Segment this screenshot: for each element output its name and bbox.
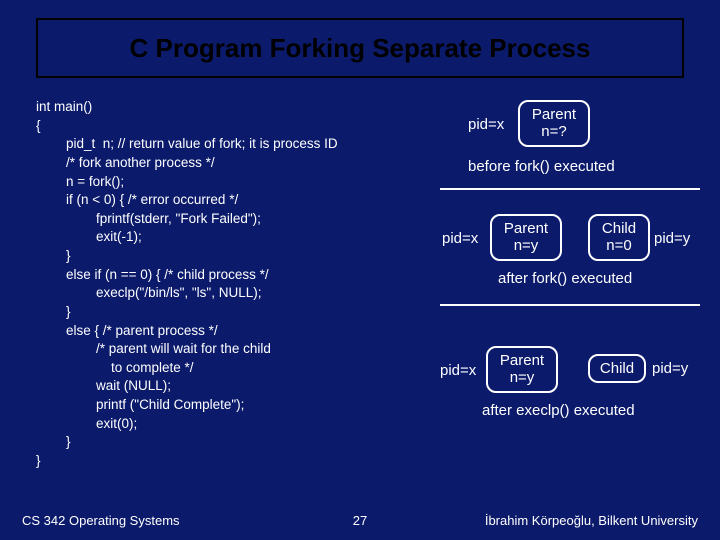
stage1-caption: before fork() executed xyxy=(468,158,615,175)
stage1-box-line1: Parent xyxy=(528,106,580,123)
slide-title: C Program Forking Separate Process xyxy=(130,33,591,64)
stage3-pidy: pid=y xyxy=(652,360,688,377)
stage2-child-box: Child n=0 xyxy=(588,214,650,261)
page-number: 27 xyxy=(353,513,367,528)
code-listing: int main() { pid_t n; // return value of… xyxy=(36,98,436,471)
stage1-parent-box: Parent n=? xyxy=(518,100,590,147)
stage1-pid-label: pid=x xyxy=(468,116,504,133)
fork-diagram: pid=x Parent n=? before fork() executed … xyxy=(440,100,710,500)
stage2-parent-line1: Parent xyxy=(500,220,552,237)
stage3-parent-box: Parent n=y xyxy=(486,346,558,393)
stage2-child-line2: n=0 xyxy=(598,237,640,254)
stage3-parent-line2: n=y xyxy=(496,369,548,386)
stage2-parent-line2: n=y xyxy=(500,237,552,254)
stage3-caption: after execlp() executed xyxy=(482,402,635,419)
footer-course: CS 342 Operating Systems xyxy=(22,513,180,528)
stage3-child-label: Child xyxy=(596,360,638,377)
stage3-child-box: Child xyxy=(588,354,646,383)
stage2-caption: after fork() executed xyxy=(498,270,632,287)
stage2-pidx: pid=x xyxy=(442,230,478,247)
separator-2 xyxy=(440,304,700,306)
stage2-pidy: pid=y xyxy=(654,230,690,247)
slide-title-box: C Program Forking Separate Process xyxy=(36,18,684,78)
stage1-box-line2: n=? xyxy=(528,123,580,140)
stage3-parent-line1: Parent xyxy=(496,352,548,369)
stage2-parent-box: Parent n=y xyxy=(490,214,562,261)
separator-1 xyxy=(440,188,700,190)
stage2-child-line1: Child xyxy=(598,220,640,237)
footer-author: İbrahim Körpeoğlu, Bilkent University xyxy=(485,513,698,528)
stage3-pidx: pid=x xyxy=(440,362,476,379)
